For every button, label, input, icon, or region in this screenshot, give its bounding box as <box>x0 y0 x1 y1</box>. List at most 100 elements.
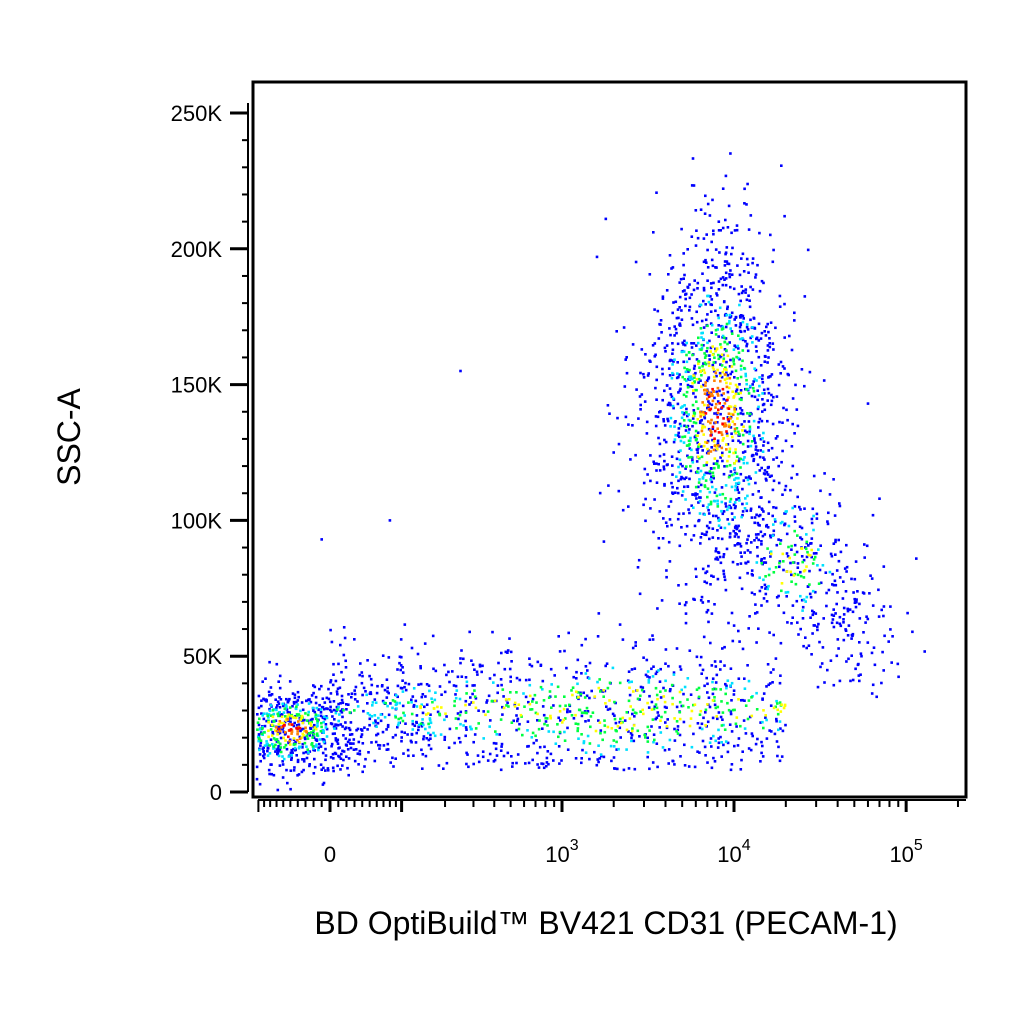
event-dot <box>714 488 718 491</box>
event-dot <box>276 712 279 716</box>
event-dot <box>784 591 788 594</box>
event-dot <box>622 768 626 772</box>
event-dot <box>722 397 726 401</box>
event-dot <box>276 750 280 754</box>
event-dot <box>325 715 328 718</box>
event-dot <box>391 736 395 739</box>
event-dot <box>741 337 744 340</box>
event-dot <box>583 710 587 713</box>
event-dot <box>709 450 713 453</box>
event-dot <box>677 391 680 394</box>
event-dot <box>730 370 734 374</box>
event-dot <box>767 449 770 452</box>
event-dot <box>787 545 790 549</box>
event-dot <box>465 680 469 684</box>
event-dot <box>711 363 715 367</box>
event-dot <box>666 417 669 421</box>
event-dot <box>401 704 405 708</box>
event-dot <box>783 367 786 370</box>
event-dot <box>462 657 465 661</box>
event-dot <box>695 320 699 324</box>
event-dot <box>327 697 331 701</box>
event-dot <box>649 479 652 483</box>
event-dot <box>807 644 811 647</box>
event-dot <box>716 502 719 506</box>
event-dot <box>700 722 704 726</box>
event-dot <box>799 536 802 539</box>
event-dot <box>295 705 298 708</box>
event-dot <box>675 705 679 709</box>
event-dot <box>680 688 683 692</box>
event-dot <box>288 680 292 683</box>
event-dot <box>304 712 307 715</box>
event-dot <box>693 765 697 769</box>
event-dot <box>735 533 738 536</box>
event-dot <box>725 322 729 326</box>
event-dot <box>851 678 855 682</box>
event-dot <box>415 705 419 708</box>
event-dot <box>539 685 543 689</box>
event-dot <box>721 718 724 721</box>
event-dot <box>727 321 731 325</box>
event-dot <box>278 764 282 767</box>
event-dot <box>865 544 869 548</box>
event-dot <box>536 763 539 766</box>
event-dot <box>399 668 402 672</box>
event-dot <box>391 756 394 760</box>
event-dot <box>726 305 729 309</box>
event-dot <box>823 472 826 475</box>
event-dot <box>269 738 273 741</box>
event-dot <box>297 695 300 699</box>
event-dot <box>536 660 540 664</box>
event-dot <box>722 417 725 420</box>
event-dot <box>602 695 605 698</box>
event-dot <box>739 323 743 327</box>
event-dot <box>810 521 814 525</box>
event-dot <box>604 702 607 705</box>
event-dot <box>685 360 689 364</box>
event-dot <box>627 670 631 673</box>
event-dot <box>768 631 771 634</box>
event-dot <box>667 664 670 668</box>
event-dot <box>653 462 656 465</box>
event-dot <box>500 651 503 655</box>
event-dot <box>714 406 717 409</box>
event-dot <box>710 303 713 307</box>
event-dot <box>501 688 505 691</box>
event-dot <box>467 765 470 769</box>
event-dot <box>548 690 552 693</box>
event-dot <box>853 601 857 604</box>
event-dot <box>651 718 655 721</box>
event-dot <box>638 698 641 701</box>
event-dot <box>762 431 765 435</box>
event-dot <box>670 523 673 527</box>
event-dot <box>836 638 840 641</box>
event-dot <box>717 324 720 327</box>
event-dot <box>829 659 833 662</box>
event-dot <box>703 388 706 392</box>
event-dot <box>762 444 765 447</box>
event-dot <box>795 473 799 476</box>
event-dot <box>348 738 351 742</box>
event-dot <box>730 473 734 477</box>
event-dot <box>740 398 743 402</box>
event-dot <box>730 330 734 333</box>
event-dot <box>324 747 327 751</box>
event-dot <box>649 454 652 457</box>
event-dot <box>706 294 709 298</box>
event-dot <box>552 759 555 762</box>
event-dot <box>703 352 706 355</box>
event-dot <box>705 610 709 614</box>
event-dot <box>259 739 263 742</box>
event-dot <box>541 688 544 691</box>
event-dot <box>661 372 664 376</box>
event-dot <box>765 325 768 329</box>
event-dot <box>750 714 754 718</box>
event-dot <box>274 698 277 701</box>
event-dot <box>703 473 706 477</box>
event-dot <box>772 529 776 533</box>
event-dot <box>741 314 745 318</box>
event-dot <box>758 469 762 472</box>
event-dot <box>688 283 691 286</box>
event-dot <box>658 442 662 446</box>
